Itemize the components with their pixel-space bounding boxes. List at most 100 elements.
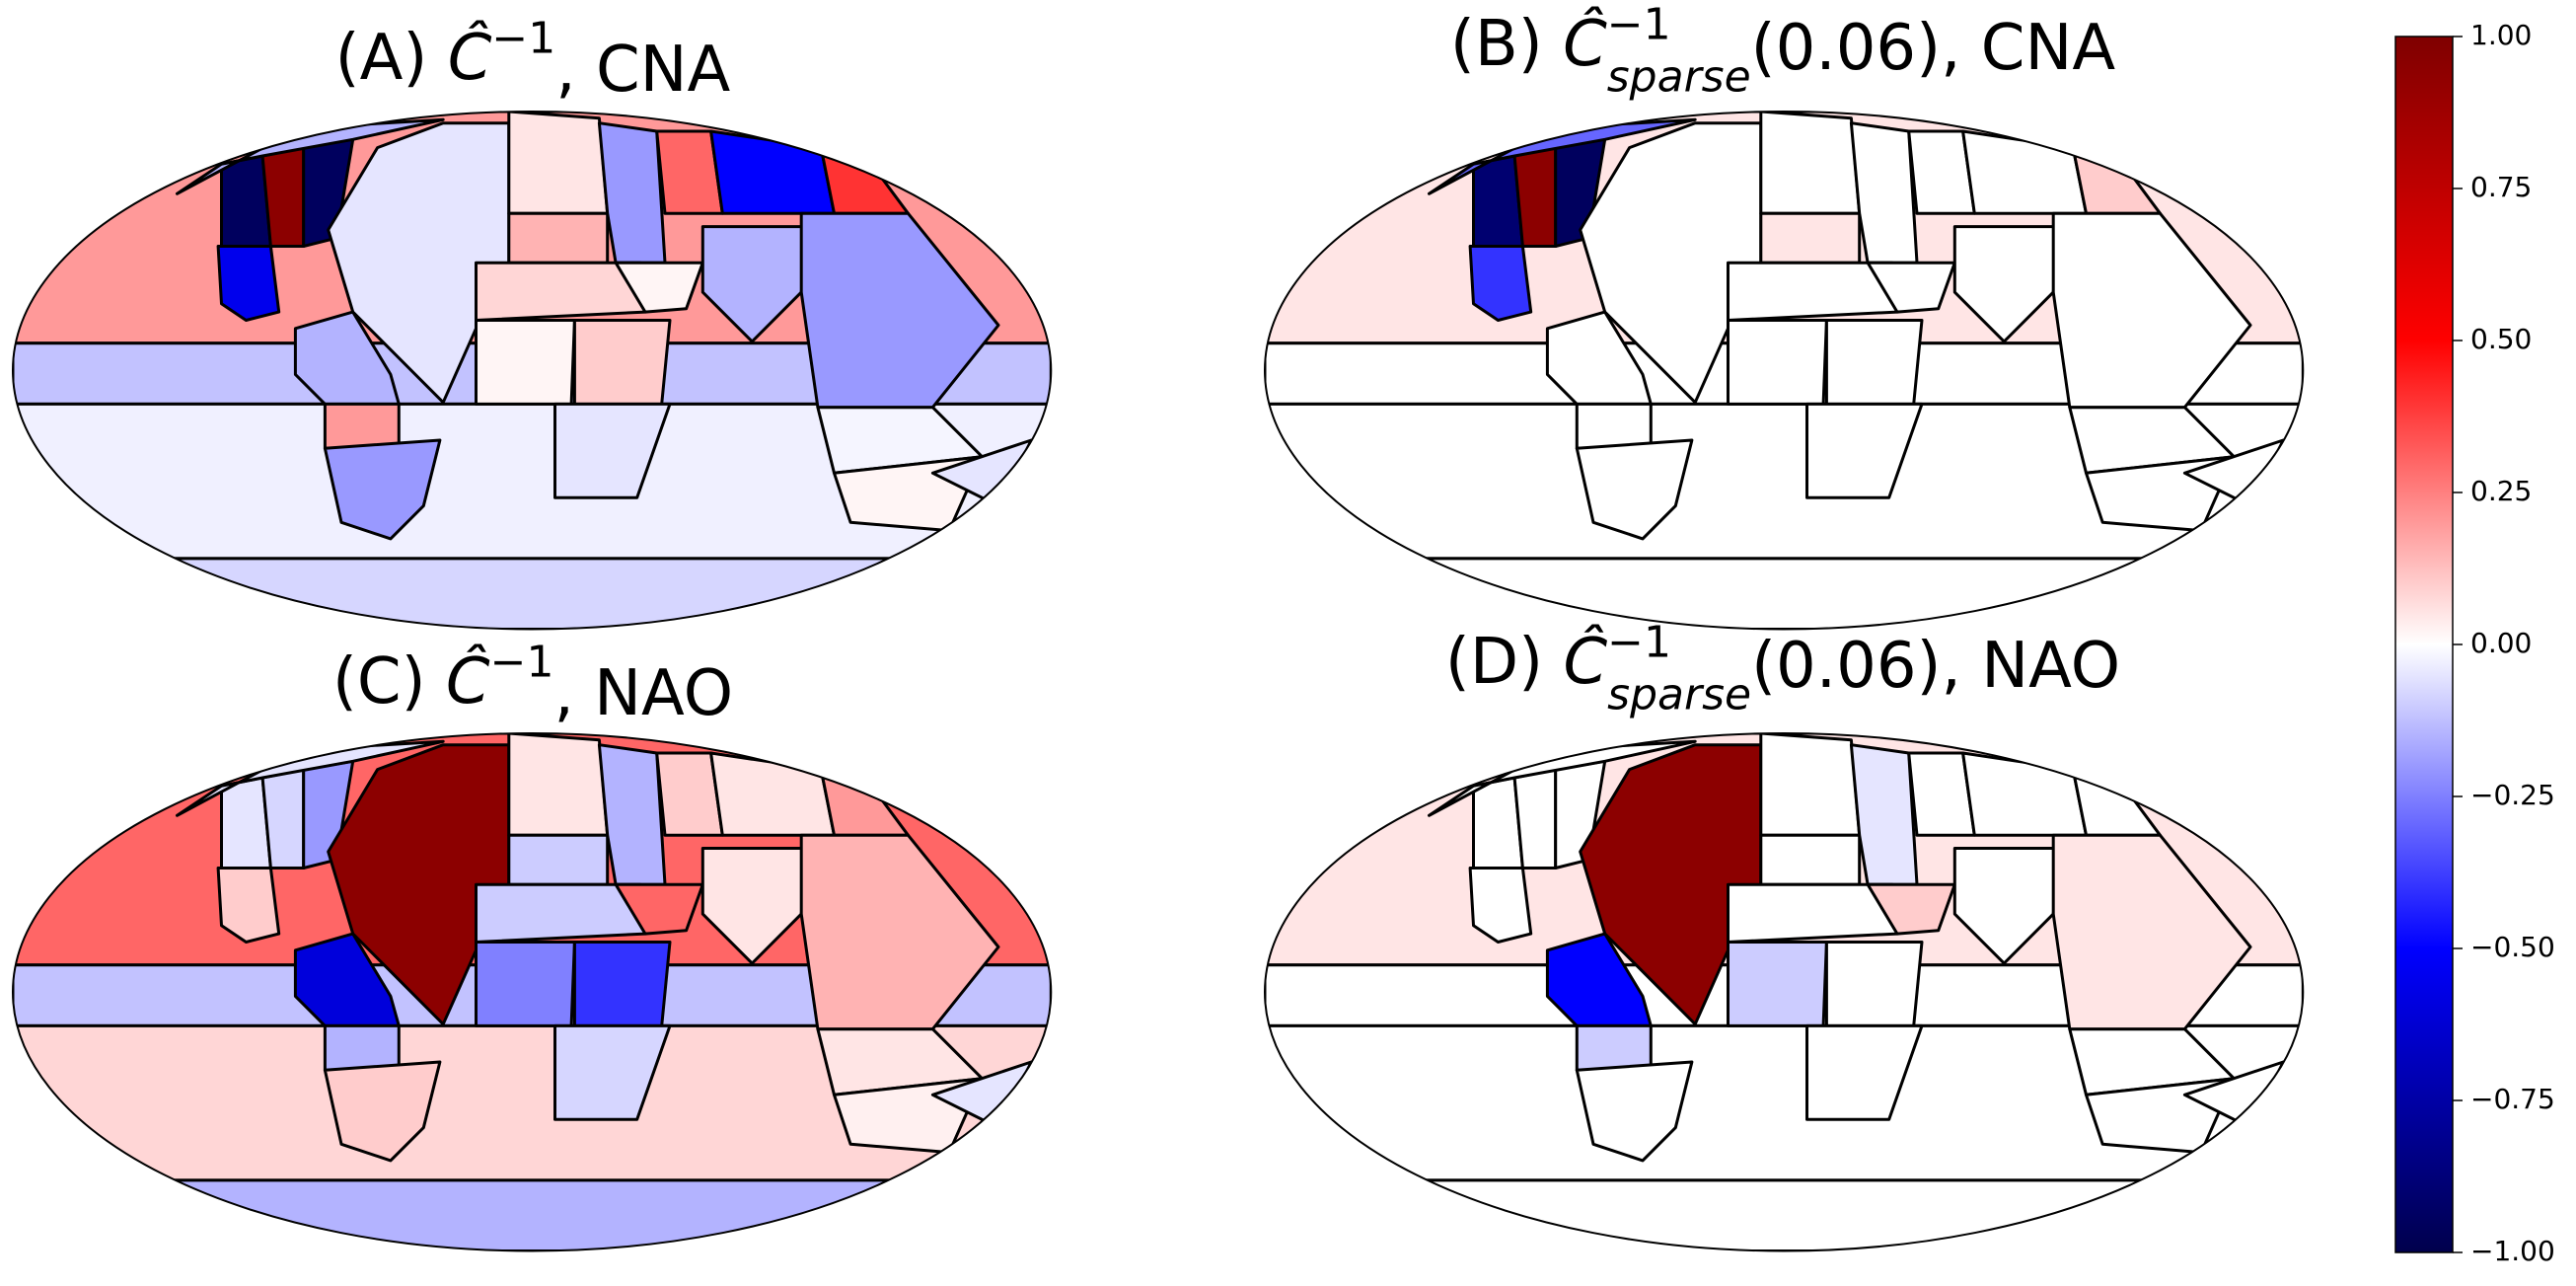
title-part: Ĉ (1563, 6, 1607, 81)
region (1961, 751, 2088, 837)
region (13, 1023, 1052, 1182)
region (1265, 1023, 2304, 1182)
region (1575, 1060, 1694, 1163)
region (819, 146, 910, 215)
title-part: (0.06), CNA (1751, 12, 2116, 85)
map-outline (1264, 732, 2305, 1252)
region (323, 438, 442, 541)
region (216, 867, 281, 944)
tick-label: −0.50 (2470, 931, 2555, 963)
region (709, 751, 836, 837)
region (709, 129, 836, 215)
title-part: −1 (491, 14, 555, 64)
region (1759, 733, 1862, 837)
panel-title: (C) Ĉ−1, NAO (332, 638, 733, 730)
region (1805, 1023, 1924, 1121)
region (13, 1178, 1052, 1251)
region (323, 1023, 401, 1072)
map-panel (13, 112, 1052, 630)
title-part: (0.06), NAO (1751, 630, 2120, 703)
region (700, 847, 811, 965)
title-part: , CNA (555, 34, 730, 107)
region (1759, 211, 1862, 265)
title-part: (A) (335, 22, 448, 95)
region (2071, 768, 2162, 837)
region (507, 211, 610, 265)
region (1512, 768, 1558, 870)
region (1824, 319, 1924, 406)
region (13, 557, 1052, 630)
region (507, 112, 610, 215)
region (1265, 557, 2304, 630)
region (1727, 319, 1828, 406)
region (1468, 245, 1533, 322)
panel-title: (D) Ĉ−1 sparse(0.06), NAO (1445, 618, 2120, 720)
title-part: −1 (1607, 0, 1671, 50)
map-outline (12, 111, 1053, 631)
map-outline (12, 732, 1053, 1252)
region (1824, 941, 1924, 1027)
region (13, 402, 1052, 561)
map-panel (13, 733, 1052, 1251)
region (1759, 112, 1862, 215)
region (1727, 941, 1828, 1027)
region (1468, 867, 1533, 944)
title-part: −1 (1607, 618, 1671, 668)
tick-label: −0.25 (2470, 779, 2555, 811)
region (553, 402, 672, 499)
title-part: −1 (490, 638, 554, 688)
map-outline (1264, 111, 2305, 631)
region (1265, 1178, 2304, 1251)
panel-title: (A) Ĉ−1, CNA (335, 14, 731, 107)
tick-label: −0.75 (2470, 1083, 2555, 1115)
tick-label: −1.00 (2470, 1235, 2555, 1267)
title-part: sparse (1607, 51, 1751, 102)
region (1952, 225, 2063, 343)
tick-label: 0.75 (2470, 171, 2532, 203)
title-part: Ĉ (448, 20, 492, 95)
region (475, 319, 576, 406)
region (700, 225, 811, 343)
region (1866, 882, 1956, 936)
region (260, 146, 306, 248)
region (1512, 146, 1558, 248)
region (216, 245, 281, 322)
tick-label: 1.00 (2470, 19, 2532, 51)
region (323, 402, 401, 450)
map-panel (1265, 733, 2304, 1251)
region (1575, 402, 1653, 450)
region (1961, 129, 2088, 215)
tick-label: 0.00 (2470, 627, 2532, 659)
region (475, 941, 576, 1027)
title-part: Ĉ (1563, 624, 1607, 699)
title-part: (C) (332, 645, 446, 719)
panel-title: (B) Ĉ−1 sparse(0.06), CNA (1450, 0, 2115, 102)
region (260, 768, 306, 870)
region (1575, 438, 1694, 541)
colorbar (2394, 36, 2454, 1253)
region (1952, 847, 2063, 965)
tick-label: 0.25 (2470, 475, 2532, 507)
region (614, 882, 704, 936)
map-panel (1265, 112, 2304, 630)
title-part: (D) (1445, 626, 1564, 699)
region (1866, 261, 1956, 314)
region (553, 1023, 672, 1121)
tick-label: 0.50 (2470, 323, 2532, 355)
title-part: sparse (1607, 669, 1751, 719)
region (1759, 833, 1862, 886)
region (507, 733, 610, 837)
region (1805, 402, 1924, 499)
region (1265, 402, 2304, 561)
region (1575, 1023, 1653, 1072)
region (572, 319, 672, 406)
region (614, 261, 704, 314)
title-part: (B) (1450, 8, 1563, 81)
title-part: Ĉ (446, 643, 490, 719)
region (819, 768, 910, 837)
region (507, 833, 610, 886)
region (572, 941, 672, 1027)
title-part: , NAO (553, 657, 733, 730)
